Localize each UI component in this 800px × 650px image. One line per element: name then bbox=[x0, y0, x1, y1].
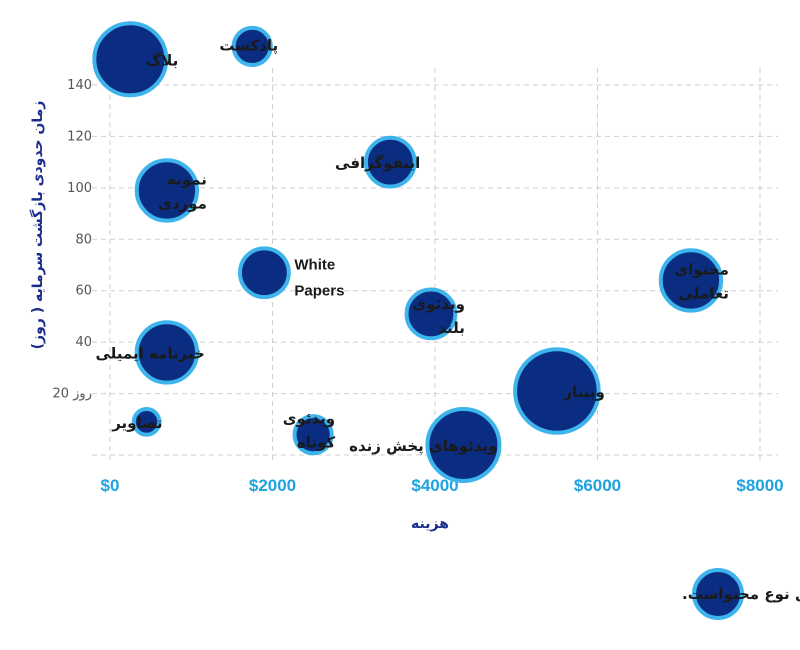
y-tick-label: 80 bbox=[75, 232, 92, 247]
x-tick-label: $0 bbox=[101, 476, 120, 495]
legend-bubble bbox=[692, 568, 744, 620]
bubble-label: White bbox=[294, 257, 335, 274]
y-tick-label: 100 bbox=[67, 181, 92, 196]
bubble-label: بلاگ bbox=[146, 51, 178, 69]
y-tick-label: 140 bbox=[67, 78, 92, 93]
legend-text: اندازه دایره‌ها، نشاندهنده پتانسیل نوع م… bbox=[682, 585, 800, 604]
bubble-label: محتوای bbox=[674, 260, 729, 278]
y-axis-ticks: 20 روز 40 60 80 100 120 140 bbox=[52, 78, 92, 402]
x-axis-label: هزینه bbox=[411, 516, 449, 532]
legend: اندازه دایره‌ها، نشاندهنده پتانسیل نوع م… bbox=[682, 568, 800, 620]
bubble-label: Papers bbox=[294, 283, 344, 300]
bubble-label: کوتاه bbox=[297, 434, 336, 452]
bubble-label: ویدئوی bbox=[413, 295, 465, 313]
y-tick-label: 40 bbox=[75, 335, 92, 350]
bubble bbox=[237, 246, 291, 300]
bubble-label: نمونه bbox=[167, 170, 207, 188]
bubble-label: خبرنامه ایمیلی bbox=[95, 344, 204, 362]
bubble-label: ویدئوهای پخش زنده bbox=[349, 437, 497, 456]
bubble bbox=[425, 407, 502, 483]
bubble bbox=[363, 135, 417, 189]
bubble bbox=[131, 407, 162, 437]
bubble-label: پادکست bbox=[219, 36, 278, 55]
bubble-label: تعاملی bbox=[679, 284, 729, 302]
bubble-label: وبینار bbox=[562, 383, 604, 401]
bubbles bbox=[92, 21, 724, 483]
bubble bbox=[92, 21, 169, 98]
bubble bbox=[134, 158, 200, 223]
y-tick-label: 20 روز bbox=[52, 387, 92, 402]
y-axis-label: زمان حدودی بازگشت سرمایه ( روز) bbox=[29, 101, 46, 350]
x-tick-label: $6000 bbox=[574, 476, 621, 495]
bubble-label: موردی bbox=[158, 194, 207, 212]
x-tick-label: $4000 bbox=[411, 476, 458, 495]
bubble bbox=[513, 347, 601, 435]
y-tick-label: 60 bbox=[75, 284, 92, 299]
y-tick-label: 120 bbox=[67, 129, 92, 144]
bubble-label: اینفوگرافی bbox=[335, 154, 420, 172]
bubble bbox=[404, 287, 458, 341]
bubble bbox=[231, 25, 273, 68]
bubble bbox=[134, 320, 200, 385]
bubble bbox=[292, 414, 334, 456]
bubble-label: تصاویر bbox=[111, 414, 162, 432]
x-tick-label: $8000 bbox=[736, 476, 783, 495]
bubble-labels: بلاگ پادکست اینفوگرافی نمونه موردی White Paper… bbox=[95, 36, 728, 456]
x-tick-label: $2000 bbox=[249, 476, 296, 495]
bubble-label: ویدئوی bbox=[283, 410, 335, 428]
bubble-label: بلند bbox=[438, 319, 465, 337]
x-axis-ticks: $0 $2000 $4000 $6000 $8000 bbox=[101, 476, 784, 495]
bubble bbox=[658, 248, 724, 313]
